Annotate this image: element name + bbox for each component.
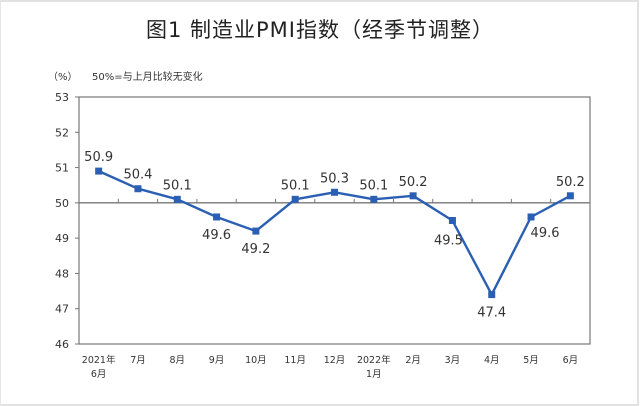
data-label: 50.1 [359,178,388,193]
data-label: 50.4 [123,168,152,183]
data-label: 50.1 [281,178,310,193]
x-tick-label: 12月 [324,355,346,366]
x-tick-label: 2月 [405,355,421,366]
data-point-marker [252,227,260,235]
data-point-marker [527,213,535,221]
data-point-marker [409,192,417,200]
data-label: 50.9 [84,150,113,165]
data-label: 49.5 [434,234,463,249]
x-tick-label: 6月 [563,355,579,366]
data-point-marker [291,195,299,203]
data-label: 50.2 [556,175,585,190]
y-tick-label: 49 [55,232,69,245]
y-tick-label: 50 [55,197,69,210]
chart-title: 图1 制造业PMI指数（经季节调整） [145,18,494,42]
x-tick-label: 7月 [130,355,146,366]
data-point-marker [331,188,338,196]
plot-area-frame [78,96,591,345]
y-tick-label: 53 [55,91,69,104]
data-point-marker [134,185,142,193]
y-tick-label: 47 [55,303,69,316]
y-tick-label: 52 [55,126,69,139]
x-tick-label: 2021年 [82,354,116,366]
data-point-marker [448,217,456,224]
data-label: 50.3 [320,171,349,186]
data-point-marker [173,195,181,203]
x-tick-label: 6月 [91,369,107,380]
x-tick-label: 10月 [245,355,267,366]
x-tick-label: 3月 [445,355,461,366]
y-tick-label: 51 [55,162,69,175]
data-point-marker [213,213,221,221]
data-label: 49.6 [202,228,231,243]
reference-note: 50%=与上月比较无变化 [92,72,203,83]
x-tick-label: 5月 [523,355,539,366]
data-point-marker [370,195,378,203]
x-tick-label: 11月 [284,355,306,366]
y-axis-unit-label: （%） [48,72,78,83]
x-tick-label: 4月 [484,355,500,366]
y-tick-label: 46 [55,338,69,351]
x-tick-label: 9月 [209,355,225,366]
data-point-marker [95,167,103,175]
x-tick-label: 2022年 [357,354,391,366]
x-tick-label: 1月 [366,369,382,380]
data-label: 49.6 [531,226,560,241]
x-tick-label: 8月 [169,355,185,366]
data-point-marker [566,192,574,200]
data-label: 49.2 [241,242,270,257]
data-point-marker [488,291,496,299]
data-label: 47.4 [477,306,506,321]
data-label: 50.2 [399,175,428,190]
y-tick-label: 48 [55,267,69,280]
data-label: 50.1 [163,178,192,193]
